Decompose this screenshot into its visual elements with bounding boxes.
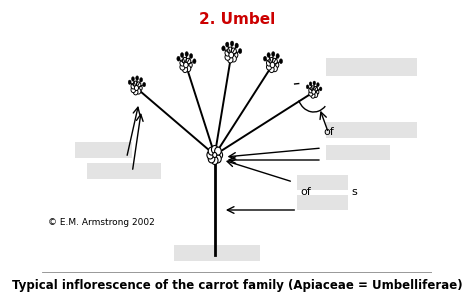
Ellipse shape bbox=[193, 59, 196, 64]
Circle shape bbox=[137, 82, 141, 88]
Circle shape bbox=[137, 85, 142, 91]
FancyBboxPatch shape bbox=[74, 142, 132, 158]
Circle shape bbox=[233, 52, 238, 58]
Ellipse shape bbox=[272, 52, 275, 57]
FancyBboxPatch shape bbox=[326, 122, 417, 138]
Circle shape bbox=[270, 62, 275, 68]
Ellipse shape bbox=[131, 77, 135, 81]
Ellipse shape bbox=[181, 53, 184, 57]
Circle shape bbox=[131, 83, 136, 89]
Circle shape bbox=[208, 155, 215, 163]
Circle shape bbox=[211, 146, 218, 154]
Circle shape bbox=[215, 155, 221, 163]
Circle shape bbox=[186, 58, 191, 64]
Circle shape bbox=[273, 62, 279, 68]
Circle shape bbox=[269, 67, 274, 73]
FancyBboxPatch shape bbox=[173, 245, 260, 261]
Ellipse shape bbox=[222, 46, 225, 51]
Ellipse shape bbox=[276, 54, 279, 58]
Text: s: s bbox=[352, 187, 357, 197]
FancyBboxPatch shape bbox=[326, 58, 417, 76]
Circle shape bbox=[131, 87, 136, 93]
Text: © E.M. Armstrong 2002: © E.M. Armstrong 2002 bbox=[48, 218, 155, 227]
Ellipse shape bbox=[235, 43, 238, 48]
Ellipse shape bbox=[267, 53, 270, 57]
Circle shape bbox=[133, 89, 138, 95]
Text: Typical inflorescence of the carrot family (Apiaceae = Umbelliferae): Typical inflorescence of the carrot fami… bbox=[12, 278, 462, 292]
Circle shape bbox=[182, 57, 188, 64]
Circle shape bbox=[266, 64, 272, 70]
Ellipse shape bbox=[140, 78, 143, 82]
Ellipse shape bbox=[136, 76, 138, 80]
Circle shape bbox=[229, 52, 234, 58]
Ellipse shape bbox=[177, 56, 180, 61]
Ellipse shape bbox=[190, 54, 193, 58]
FancyBboxPatch shape bbox=[87, 163, 161, 179]
Circle shape bbox=[309, 91, 313, 96]
Circle shape bbox=[187, 62, 192, 68]
FancyBboxPatch shape bbox=[297, 195, 348, 210]
Circle shape bbox=[311, 93, 315, 98]
Circle shape bbox=[313, 87, 318, 92]
Circle shape bbox=[315, 89, 319, 95]
Circle shape bbox=[133, 81, 138, 87]
Circle shape bbox=[309, 88, 313, 93]
Ellipse shape bbox=[317, 83, 319, 87]
Circle shape bbox=[208, 147, 215, 155]
Circle shape bbox=[134, 85, 138, 91]
Circle shape bbox=[137, 88, 141, 94]
Ellipse shape bbox=[309, 82, 312, 86]
Circle shape bbox=[186, 66, 191, 72]
Circle shape bbox=[228, 57, 233, 63]
Ellipse shape bbox=[319, 87, 322, 91]
Circle shape bbox=[211, 157, 218, 164]
Circle shape bbox=[312, 90, 316, 94]
FancyBboxPatch shape bbox=[297, 175, 348, 190]
Circle shape bbox=[231, 56, 237, 62]
Circle shape bbox=[180, 64, 185, 70]
Circle shape bbox=[225, 50, 230, 56]
Circle shape bbox=[266, 60, 272, 66]
Circle shape bbox=[311, 86, 315, 91]
Ellipse shape bbox=[264, 56, 267, 61]
Circle shape bbox=[272, 66, 277, 72]
Circle shape bbox=[216, 151, 223, 159]
Circle shape bbox=[182, 67, 188, 73]
Circle shape bbox=[225, 54, 230, 60]
Ellipse shape bbox=[313, 81, 316, 85]
Ellipse shape bbox=[230, 41, 234, 46]
Text: of: of bbox=[301, 187, 311, 197]
Ellipse shape bbox=[143, 82, 146, 87]
Circle shape bbox=[272, 58, 277, 64]
Ellipse shape bbox=[226, 42, 229, 47]
Circle shape bbox=[215, 147, 221, 155]
Circle shape bbox=[207, 151, 213, 159]
Text: of: of bbox=[324, 127, 334, 137]
Ellipse shape bbox=[306, 85, 309, 89]
Ellipse shape bbox=[279, 59, 283, 64]
Circle shape bbox=[228, 47, 233, 54]
Circle shape bbox=[180, 60, 185, 66]
Ellipse shape bbox=[128, 80, 131, 85]
Ellipse shape bbox=[185, 52, 188, 57]
Circle shape bbox=[213, 153, 217, 157]
Circle shape bbox=[183, 62, 188, 68]
Circle shape bbox=[269, 57, 274, 64]
Circle shape bbox=[231, 48, 237, 54]
FancyBboxPatch shape bbox=[326, 145, 390, 160]
Text: 2. Umbel: 2. Umbel bbox=[199, 12, 275, 27]
Circle shape bbox=[313, 92, 318, 98]
Ellipse shape bbox=[238, 49, 242, 54]
